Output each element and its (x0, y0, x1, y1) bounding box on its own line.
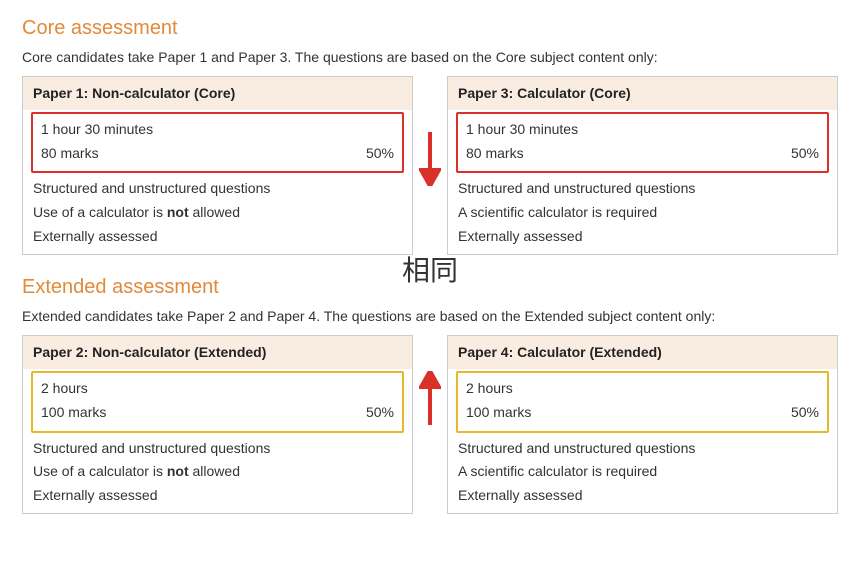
paper4-weight: 50% (791, 403, 819, 423)
core-section: Core assessment Core candidates take Pap… (22, 14, 838, 255)
paper1-note2: Use of a calculator is not allowed (33, 201, 402, 225)
arrow-up-icon (419, 371, 441, 425)
paper3-note2: A scientific calculator is required (458, 201, 827, 225)
paper2-marks: 100 marks (41, 403, 106, 423)
core-row: Paper 1: Non-calculator (Core) 1 hour 30… (22, 76, 838, 256)
paper1-marks: 80 marks (41, 144, 99, 164)
paper3-note1: Structured and unstructured questions (458, 177, 827, 201)
extended-desc: Extended candidates take Paper 2 and Pap… (22, 307, 838, 327)
paper3-highlight: 1 hour 30 minutes 80 marks 50% (456, 112, 829, 173)
paper3-marks-line: 80 marks 50% (466, 142, 819, 166)
center-label: 相同 (402, 251, 458, 290)
paper2-marks-line: 100 marks 50% (41, 401, 394, 425)
paper4-note2: A scientific calculator is required (458, 460, 827, 484)
paper1-block: Paper 1: Non-calculator (Core) 1 hour 30… (22, 76, 413, 256)
paper4-note3: Externally assessed (458, 484, 827, 508)
paper2-header: Paper 2: Non-calculator (Extended) (23, 336, 412, 370)
paper4-header: Paper 4: Calculator (Extended) (448, 336, 837, 370)
paper2-highlight: 2 hours 100 marks 50% (31, 371, 404, 432)
paper1-weight: 50% (366, 144, 394, 164)
paper3-weight: 50% (791, 144, 819, 164)
paper1-header: Paper 1: Non-calculator (Core) (23, 77, 412, 111)
paper4-highlight: 2 hours 100 marks 50% (456, 371, 829, 432)
paper3-header: Paper 3: Calculator (Core) (448, 77, 837, 111)
paper2-note2: Use of a calculator is not allowed (33, 460, 402, 484)
extended-section: Extended assessment Extended candidates … (22, 273, 838, 514)
paper4-marks-line: 100 marks 50% (466, 401, 819, 425)
paper2-block: Paper 2: Non-calculator (Extended) 2 hou… (22, 335, 413, 515)
paper3-body: 1 hour 30 minutes 80 marks 50% Structure… (448, 112, 837, 254)
paper1-marks-line: 80 marks 50% (41, 142, 394, 166)
paper1-body: 1 hour 30 minutes 80 marks 50% Structure… (23, 112, 412, 254)
paper4-marks: 100 marks (466, 403, 531, 423)
paper2-weight: 50% (366, 403, 394, 423)
core-title: Core assessment (22, 14, 838, 42)
paper4-duration: 2 hours (466, 377, 819, 401)
paper3-marks: 80 marks (466, 144, 524, 164)
paper2-duration: 2 hours (41, 377, 394, 401)
paper1-duration: 1 hour 30 minutes (41, 118, 394, 142)
paper4-body: 2 hours 100 marks 50% Structured and uns… (448, 371, 837, 513)
paper4-note1: Structured and unstructured questions (458, 437, 827, 461)
paper2-note3: Externally assessed (33, 484, 402, 508)
arrow-down-icon (419, 132, 441, 186)
paper1-note1: Structured and unstructured questions (33, 177, 402, 201)
core-desc: Core candidates take Paper 1 and Paper 3… (22, 48, 838, 68)
paper3-block: Paper 3: Calculator (Core) 1 hour 30 min… (447, 76, 838, 256)
paper2-note1: Structured and unstructured questions (33, 437, 402, 461)
paper1-highlight: 1 hour 30 minutes 80 marks 50% (31, 112, 404, 173)
paper3-note3: Externally assessed (458, 225, 827, 249)
section-gap: 相同 (22, 255, 838, 273)
paper2-body: 2 hours 100 marks 50% Structured and uns… (23, 371, 412, 513)
paper3-duration: 1 hour 30 minutes (466, 118, 819, 142)
extended-row: Paper 2: Non-calculator (Extended) 2 hou… (22, 335, 838, 515)
paper1-note3: Externally assessed (33, 225, 402, 249)
paper4-block: Paper 4: Calculator (Extended) 2 hours 1… (447, 335, 838, 515)
